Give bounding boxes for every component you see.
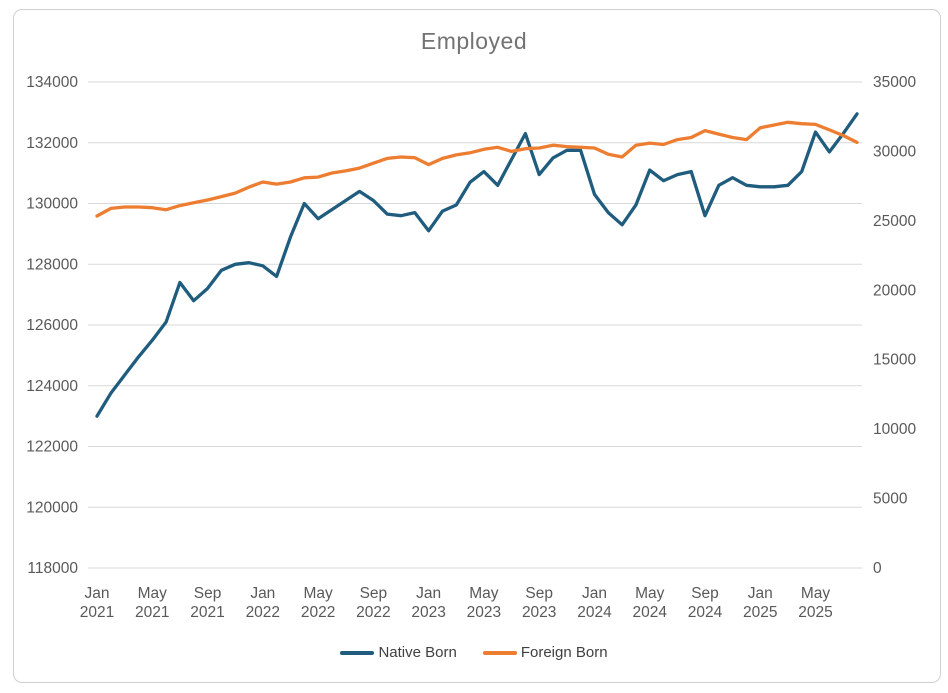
chart-title: Employed: [420, 28, 528, 54]
right-axis-tick: 25000: [873, 213, 916, 230]
x-axis-tick: Jan 2022: [246, 585, 280, 621]
left-axis-tick: 130000: [26, 196, 78, 213]
x-axis-tick: May 2022: [301, 585, 335, 621]
left-axis-tick: 126000: [26, 317, 78, 334]
legend-item-foreign-born: Foreign Born: [482, 644, 608, 661]
x-axis-tick: Sep 2021: [190, 585, 224, 621]
x-axis-tick: May 2021: [135, 585, 169, 621]
right-axis-labels: 35000 30000 25000 20000 15000 10000 5000 0: [873, 74, 916, 577]
left-axis-tick: 124000: [26, 378, 78, 395]
chart-legend: Native Born Foreign Born: [0, 644, 948, 661]
left-axis-tick: 120000: [26, 499, 78, 516]
right-axis-tick: 20000: [873, 282, 916, 299]
x-axis-tick: Jan 2024: [577, 585, 612, 621]
x-axis-tick: Sep 2023: [522, 585, 556, 621]
left-axis-tick: 134000: [26, 74, 78, 91]
native-born-line: [95, 112, 859, 418]
x-axis-labels: Jan 2021 May 2021 Sep 2021 Jan 2022 May 2022 Sep 20…: [80, 585, 833, 621]
foreign-born-line-swatch-icon: [482, 650, 517, 655]
right-axis-tick: 0: [873, 560, 882, 577]
right-axis-tick: 5000: [873, 491, 908, 508]
left-axis-tick: 128000: [26, 256, 78, 273]
x-axis-tick: May 2023: [467, 585, 501, 621]
x-axis-tick: Sep 2024: [688, 585, 723, 621]
x-axis-tick: Jan 2021: [80, 585, 114, 621]
legend-label-native-born: Native Born: [378, 644, 457, 661]
x-axis-tick: May 2025: [798, 585, 832, 621]
x-axis-tick: May 2024: [632, 585, 667, 621]
left-axis-tick: 132000: [26, 135, 78, 152]
right-axis-tick: 35000: [873, 74, 916, 91]
left-axis-labels: 134000 132000 130000 128000 126000 124000 1220…: [26, 74, 78, 577]
x-axis-tick: Jan 2025: [743, 585, 777, 621]
left-axis-tick: 118000: [27, 560, 78, 577]
x-axis-tick: Jan 2023: [411, 585, 445, 621]
gridlines: [88, 81, 862, 569]
legend-item-native-born: Native Born: [340, 644, 457, 661]
left-axis-tick: 122000: [26, 439, 78, 456]
right-axis-tick: 15000: [873, 352, 916, 369]
legend-label-foreign-born: Foreign Born: [520, 644, 608, 661]
foreign-born-line: [95, 120, 859, 218]
x-axis-tick: Sep 2022: [356, 585, 390, 621]
native-born-line-swatch-icon: [340, 650, 375, 655]
right-axis-tick: 30000: [873, 143, 916, 160]
right-axis-tick: 10000: [873, 421, 916, 438]
